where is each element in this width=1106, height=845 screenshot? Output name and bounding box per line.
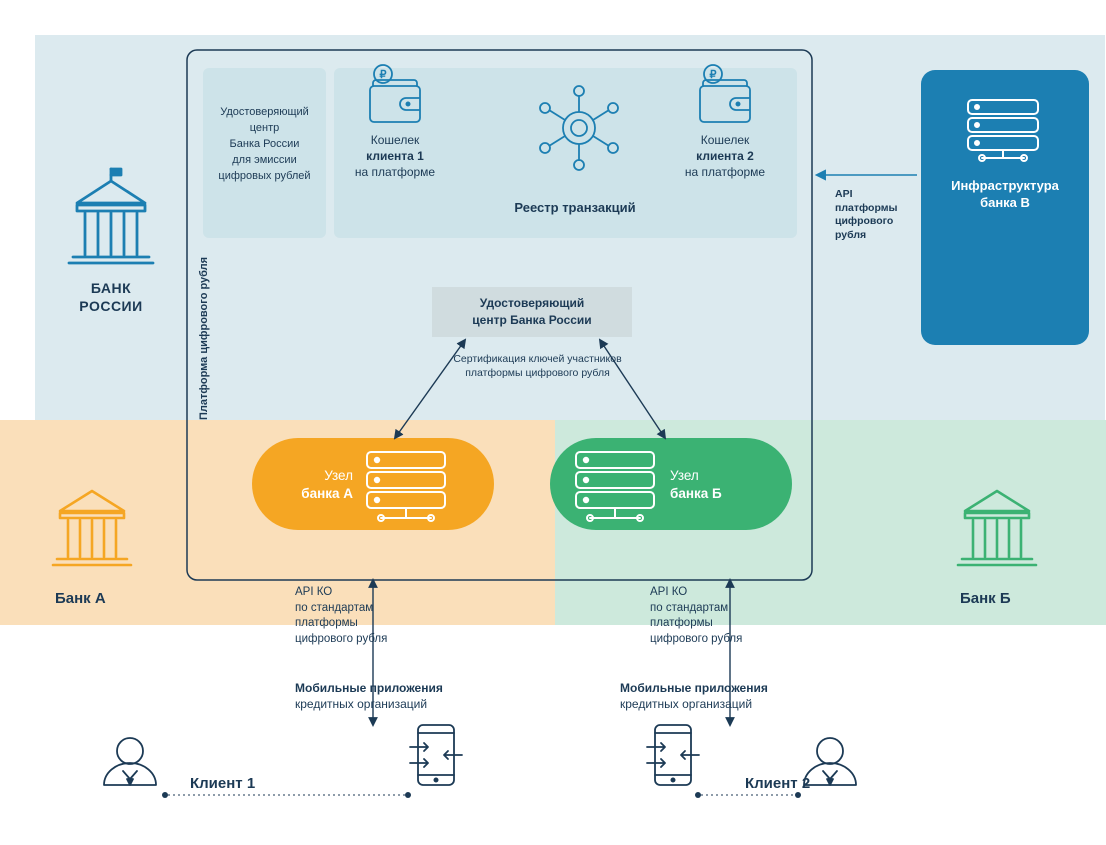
- cert-box-text: Удостоверяющий центр Банка России: [432, 295, 632, 329]
- wallet2-label: Кошелек клиента 2 на платформе: [679, 132, 771, 181]
- platform-label: Платформа цифрового рубля: [198, 257, 210, 420]
- panel-left-text: Удостоверяющий центр Банка России для эм…: [203, 105, 326, 185]
- cert-sub-text: Сертификация ключей участников платформы…: [430, 352, 645, 380]
- api-b-text: API КО по стандартам платформы цифрового…: [650, 585, 742, 647]
- client2-label: Клиент 2: [745, 775, 810, 792]
- bank-v-label: Инфраструктурабанка В: [921, 178, 1089, 212]
- wallet1-label: Кошелек клиента 1 на платформе: [349, 132, 441, 181]
- mob-b-text: Мобильные приложениякредитных организаци…: [620, 680, 768, 712]
- bank-b-label: Банк Б: [960, 590, 1011, 607]
- svg-text:₽: ₽: [380, 69, 387, 81]
- client1-person-icon: [104, 738, 156, 785]
- diagram-canvas: ₽ ₽: [0, 0, 1106, 845]
- client1-label: Клиент 1: [190, 775, 255, 792]
- client2-connector: [695, 792, 801, 798]
- mob-a-text: Мобильные приложениякредитных организаци…: [295, 680, 443, 712]
- api-v-text: API платформы цифрового рубля: [835, 188, 897, 243]
- client2-person-icon: [804, 738, 856, 785]
- node-a-label: Узелбанка А: [278, 467, 353, 502]
- node-b-label: Узелбанка Б: [670, 467, 722, 502]
- registry-label: Реестр транзакций: [495, 200, 655, 215]
- svg-text:₽: ₽: [710, 69, 717, 81]
- cbr-label: БАНК РОССИИ: [63, 280, 159, 315]
- phone-icon-a: [410, 725, 462, 785]
- phone-icon-b: [647, 725, 699, 785]
- api-a-text: API КО по стандартам платформы цифрового…: [295, 585, 387, 647]
- bank-a-label: Банк А: [55, 590, 106, 607]
- client1-connector: [162, 792, 411, 798]
